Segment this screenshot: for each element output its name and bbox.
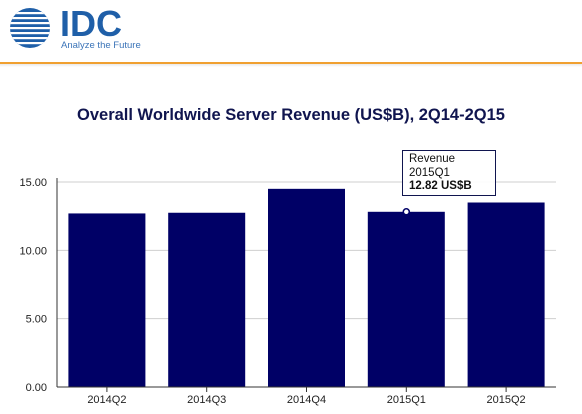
x-tick-label: 2014Q4 [287, 394, 326, 406]
bar-2015Q2[interactable] [467, 202, 545, 388]
hover-point[interactable] [402, 208, 411, 216]
hover-marker [402, 208, 411, 216]
y-tick-label: 5.00 [26, 314, 47, 326]
tooltip-series: Revenue [409, 153, 456, 165]
x-tick-label: 2015Q2 [487, 394, 526, 406]
logo-wordmark: IDC [60, 3, 122, 44]
tooltip-category: 2015Q1 [409, 166, 450, 179]
x-tick-label: 2015Q1 [387, 394, 426, 406]
header-divider-shadow [0, 64, 582, 67]
tick-labels: 0.00 5.00 10.00 15.00 2014Q2 2014Q3 2014Q4 2015… [19, 177, 525, 406]
bar-2014Q2[interactable] [68, 213, 146, 387]
tooltip-value: 12.82 US$B [409, 180, 472, 192]
x-tick-label: 2014Q3 [187, 394, 226, 406]
axes [56, 178, 556, 392]
bars [68, 188, 545, 388]
logo-tagline: Analyze the Future [61, 40, 141, 51]
bar-2014Q4[interactable] [268, 188, 345, 387]
chart-title: Overall Worldwide Server Revenue (US$B),… [77, 106, 505, 124]
globe-icon [10, 8, 50, 48]
y-tick-label: 0.00 [26, 382, 47, 394]
idc-logo[interactable]: IDC Analyze the Future [8, 6, 168, 52]
x-tick-label: 2014Q2 [87, 394, 126, 406]
header-divider [0, 62, 582, 64]
bar-2015Q1[interactable] [367, 211, 445, 387]
header: IDC Analyze the Future [0, 0, 582, 62]
y-tick-label: 15.00 [19, 177, 47, 189]
bar-2014Q3[interactable] [168, 212, 246, 387]
y-tick-label: 10.00 [19, 245, 47, 257]
tooltip: Revenue 2015Q1 12.82 US$B [402, 150, 496, 196]
